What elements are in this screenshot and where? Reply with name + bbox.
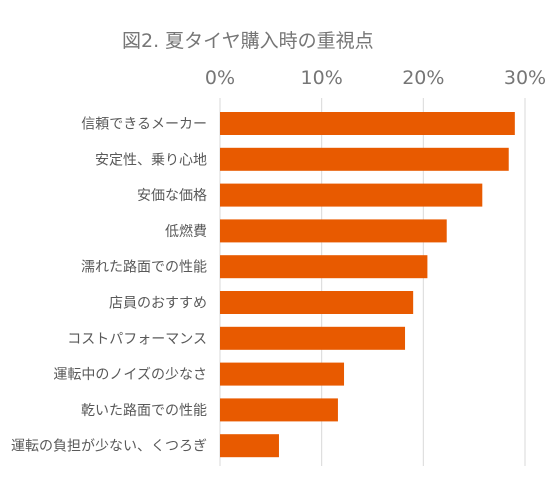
category-label: 低燃費: [165, 223, 207, 240]
x-tick-label: 20%: [402, 67, 444, 89]
category-label: 店員のおすすめ: [109, 296, 207, 312]
bar: [220, 112, 515, 135]
bar: [220, 326, 406, 350]
bar: [220, 255, 428, 279]
x-axis-ticks: 0% 10% 20% 30%: [205, 67, 546, 89]
category-label: 運転の負担が少ない、くつろぎ: [11, 439, 207, 455]
bar: [220, 398, 338, 422]
category-label: 濡れた路面での性能: [81, 260, 207, 276]
bar: [220, 291, 414, 314]
x-tick-label: 10%: [301, 67, 343, 89]
x-tick-label: 30%: [504, 67, 546, 89]
category-label: 信頼できるメーカー: [81, 117, 207, 133]
category-labels: 信頼できるメーカー安定性、乗り心地安価な価格低燃費濡れた路面での性能店員のおすす…: [11, 117, 207, 455]
category-label: 運転中のノイズの少なさ: [53, 367, 207, 383]
bar: [220, 434, 279, 458]
x-tick-label: 0%: [205, 67, 235, 89]
bar: [220, 362, 345, 386]
chart-title: 図2. 夏タイヤ購入時の重視点: [122, 30, 374, 52]
category-label: 乾いた路面での性能: [81, 403, 207, 419]
bar: [220, 219, 447, 243]
category-label: 安価な価格: [137, 188, 207, 204]
category-label: コストパフォーマンス: [67, 331, 207, 347]
bar: [220, 147, 509, 171]
bars: [220, 112, 515, 458]
category-label: 安定性、乗り心地: [95, 152, 207, 168]
bar: [220, 183, 483, 207]
